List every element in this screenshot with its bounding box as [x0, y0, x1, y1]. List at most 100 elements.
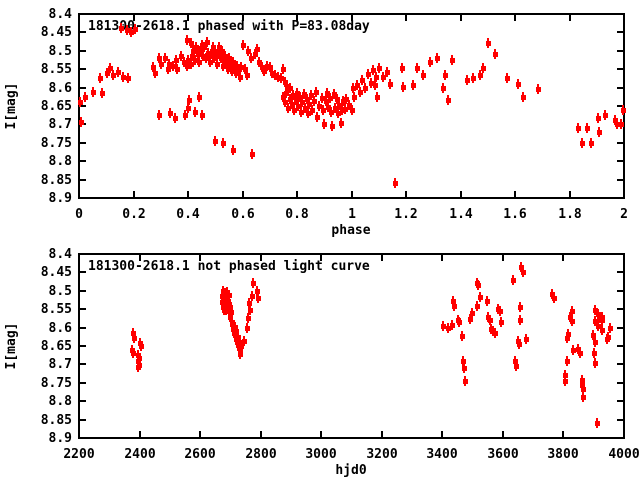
y-tick-label: 8.4 [49, 247, 73, 262]
data-point [256, 296, 261, 301]
data-point [98, 76, 103, 81]
data-point [292, 108, 297, 113]
data-point [157, 56, 162, 61]
data-point [446, 98, 451, 103]
data-point [166, 67, 171, 72]
data-point [168, 111, 173, 116]
x-tick-label: 0.2 [122, 207, 145, 222]
data-point [352, 95, 357, 100]
data-point [298, 95, 303, 100]
data-point [182, 60, 187, 65]
y-tick-label: 8.6 [49, 321, 73, 336]
data-point [421, 73, 426, 78]
data-point [441, 324, 446, 329]
data-point [388, 82, 393, 87]
data-point [83, 95, 88, 100]
data-point [119, 26, 124, 31]
data-point [219, 56, 224, 61]
data-point [488, 318, 493, 323]
data-point [493, 331, 498, 336]
data-point [576, 347, 581, 352]
data-point [592, 351, 597, 356]
data-point [465, 78, 470, 83]
data-point [603, 113, 608, 118]
y-tick-label: 8.6 [49, 81, 73, 96]
data-point [332, 92, 337, 97]
data-point [385, 70, 390, 75]
data-point [191, 49, 196, 54]
data-point [597, 130, 602, 135]
data-point [593, 319, 598, 324]
data-point [111, 73, 116, 78]
data-point [310, 108, 315, 113]
phased-plot-points [78, 23, 626, 188]
data-point [208, 60, 213, 65]
y-tick-label: 8.4 [49, 7, 73, 22]
data-point [563, 373, 568, 378]
data-point [524, 337, 529, 342]
data-point [281, 95, 286, 100]
data-point [446, 326, 451, 331]
data-point [246, 49, 251, 54]
data-point [221, 64, 226, 69]
data-point [291, 93, 296, 98]
data-point [116, 70, 121, 75]
y-tick-label: 8.65 [41, 99, 72, 114]
data-point [288, 86, 293, 91]
data-point [339, 121, 344, 126]
data-point [317, 104, 322, 109]
y-tick-label: 8.8 [49, 394, 73, 409]
data-point [381, 75, 386, 80]
data-point [139, 344, 144, 349]
data-point [204, 56, 209, 61]
data-point [249, 56, 254, 61]
data-point [600, 328, 605, 333]
data-point [400, 66, 405, 71]
data-point [238, 75, 243, 80]
phased-plot-axes: 0 0.2 0.4 0.6 0.8 1 1.2 1.4 1.6 1.8 2 8.4 8.45 8.5 8.5… [41, 7, 628, 222]
data-point [255, 47, 260, 52]
y-tick-label: 8.7 [49, 357, 72, 372]
y-tick-label: 8.55 [41, 62, 72, 77]
data-point [126, 76, 131, 81]
x-tick-label: 1.8 [558, 207, 582, 222]
x-tick-label: 1 [348, 207, 356, 222]
x-tick-label: 2400 [124, 447, 155, 462]
data-point [320, 96, 325, 101]
data-point [246, 316, 251, 321]
data-point [262, 69, 267, 74]
data-point [521, 95, 526, 100]
data-point [227, 56, 232, 61]
x-tick-label: 4000 [608, 447, 639, 462]
data-point [305, 97, 310, 102]
data-point [337, 103, 342, 108]
data-point [194, 45, 199, 50]
data-point [315, 115, 320, 120]
x-tick-label: 2600 [184, 447, 215, 462]
y-tick-label: 8.7 [49, 117, 72, 132]
data-point [220, 49, 225, 54]
data-point [322, 122, 327, 127]
data-point [239, 65, 244, 70]
unphased-plot-xlabel: hjd0 [335, 463, 366, 478]
data-point [552, 296, 557, 301]
x-tick-label: 3800 [547, 447, 578, 462]
data-point [358, 90, 363, 95]
data-point [309, 93, 314, 98]
y-tick-label: 8.5 [49, 44, 72, 59]
data-point [593, 340, 598, 345]
data-point [443, 73, 448, 78]
data-point [476, 283, 481, 288]
data-point [183, 113, 188, 118]
data-point [303, 106, 308, 111]
data-point [341, 99, 346, 104]
data-point [288, 97, 293, 102]
unphased-plot-text: 181300-2618.1 not phased light curve hjd… [4, 259, 370, 478]
y-tick-label: 8.75 [41, 376, 72, 391]
data-point [514, 364, 519, 369]
data-point [205, 40, 210, 45]
data-point [460, 334, 465, 339]
x-tick-label: 0.8 [285, 207, 309, 222]
